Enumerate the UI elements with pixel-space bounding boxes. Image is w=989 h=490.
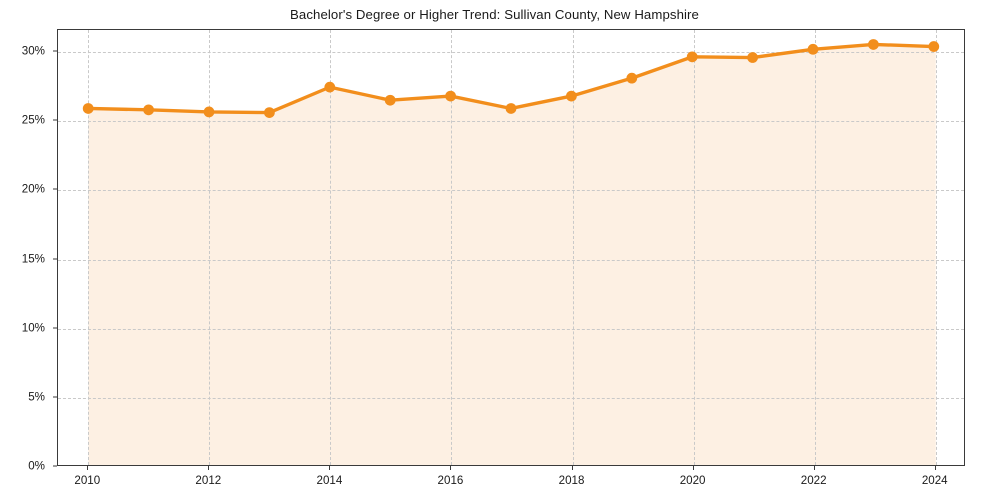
x-axis-tick-mark <box>934 466 936 470</box>
y-axis-tick-label: 15% <box>21 252 45 266</box>
y-axis-tick-mark <box>53 258 57 260</box>
data-point-marker <box>566 90 577 102</box>
gridline-vertical <box>814 30 816 465</box>
x-axis-tick-label: 2024 <box>921 474 948 487</box>
data-point-marker <box>445 90 456 102</box>
y-axis-tick-label: 5% <box>28 390 45 404</box>
gridline-vertical <box>572 30 574 465</box>
plot-area <box>57 29 965 466</box>
chart-title: Bachelor's Degree or Higher Trend: Sulli… <box>290 7 699 22</box>
y-axis-tick-label: 30% <box>21 44 45 58</box>
area-fill <box>88 44 936 465</box>
data-point-marker <box>686 51 698 63</box>
data-line <box>86 42 936 115</box>
y-axis-tick-label: 20% <box>21 182 45 196</box>
x-axis-tick-mark <box>329 466 331 470</box>
data-point-marker <box>868 39 879 50</box>
data-point-marker <box>324 81 336 93</box>
data-point-marker <box>747 52 758 63</box>
y-axis-tick-mark <box>53 50 57 52</box>
gridline-vertical <box>451 30 453 465</box>
x-axis-tick-mark <box>571 466 573 470</box>
gridline-horizontal <box>58 397 964 399</box>
x-axis-tick-label: 2022 <box>800 474 827 487</box>
data-point-marker <box>203 106 215 118</box>
x-axis-tick-label: 2014 <box>316 474 343 487</box>
gridline-horizontal <box>58 121 964 123</box>
gridline-horizontal <box>58 259 964 261</box>
gridline-horizontal <box>58 190 964 192</box>
gridline-vertical <box>88 30 90 465</box>
data-point-marker <box>626 72 638 84</box>
x-axis-tick-mark <box>692 466 694 470</box>
data-point-marker <box>384 94 396 106</box>
x-axis-tick-label: 2018 <box>558 474 585 487</box>
gridline-vertical <box>209 30 211 465</box>
x-axis-tick-mark <box>450 466 452 470</box>
gridline-vertical <box>693 30 695 465</box>
data-point-marker <box>505 103 517 114</box>
data-point-marker <box>807 43 819 55</box>
x-axis-tick-label: 2012 <box>195 474 222 487</box>
x-axis-tick-label: 2016 <box>437 474 464 487</box>
plot-inner <box>58 30 964 465</box>
area-fill-path <box>88 44 936 465</box>
x-axis-tick-label: 2020 <box>679 474 706 487</box>
gridline-vertical <box>935 30 937 465</box>
y-axis-tick-mark <box>53 327 57 329</box>
y-axis-tick-mark <box>53 396 57 398</box>
x-axis-tick-mark <box>208 466 210 470</box>
gridline-horizontal <box>58 328 964 330</box>
data-point-marker <box>143 104 154 116</box>
y-axis-tick-label: 0% <box>28 459 45 473</box>
x-axis-tick-label: 2010 <box>74 474 101 487</box>
y-axis-tick-mark <box>53 188 57 190</box>
y-axis-tick-label: 10% <box>21 321 45 335</box>
data-series-layer <box>82 39 940 118</box>
y-axis-tick-mark <box>53 465 57 467</box>
data-point-marker <box>264 107 275 118</box>
gridline-horizontal <box>58 52 964 54</box>
y-axis-tick-mark <box>53 119 57 121</box>
y-axis: 0% 5% 10% 15% 20% 25% 30% <box>0 29 57 473</box>
y-axis-tick-label: 25% <box>21 113 45 127</box>
x-axis: 2010 2012 2014 2016 2018 2020 2022 2024 <box>57 466 965 490</box>
x-axis-tick-mark <box>87 466 89 470</box>
x-axis-tick-mark <box>813 466 815 470</box>
gridline-vertical <box>330 30 332 465</box>
data-point-marker <box>82 103 94 114</box>
data-point-marker <box>928 41 940 52</box>
